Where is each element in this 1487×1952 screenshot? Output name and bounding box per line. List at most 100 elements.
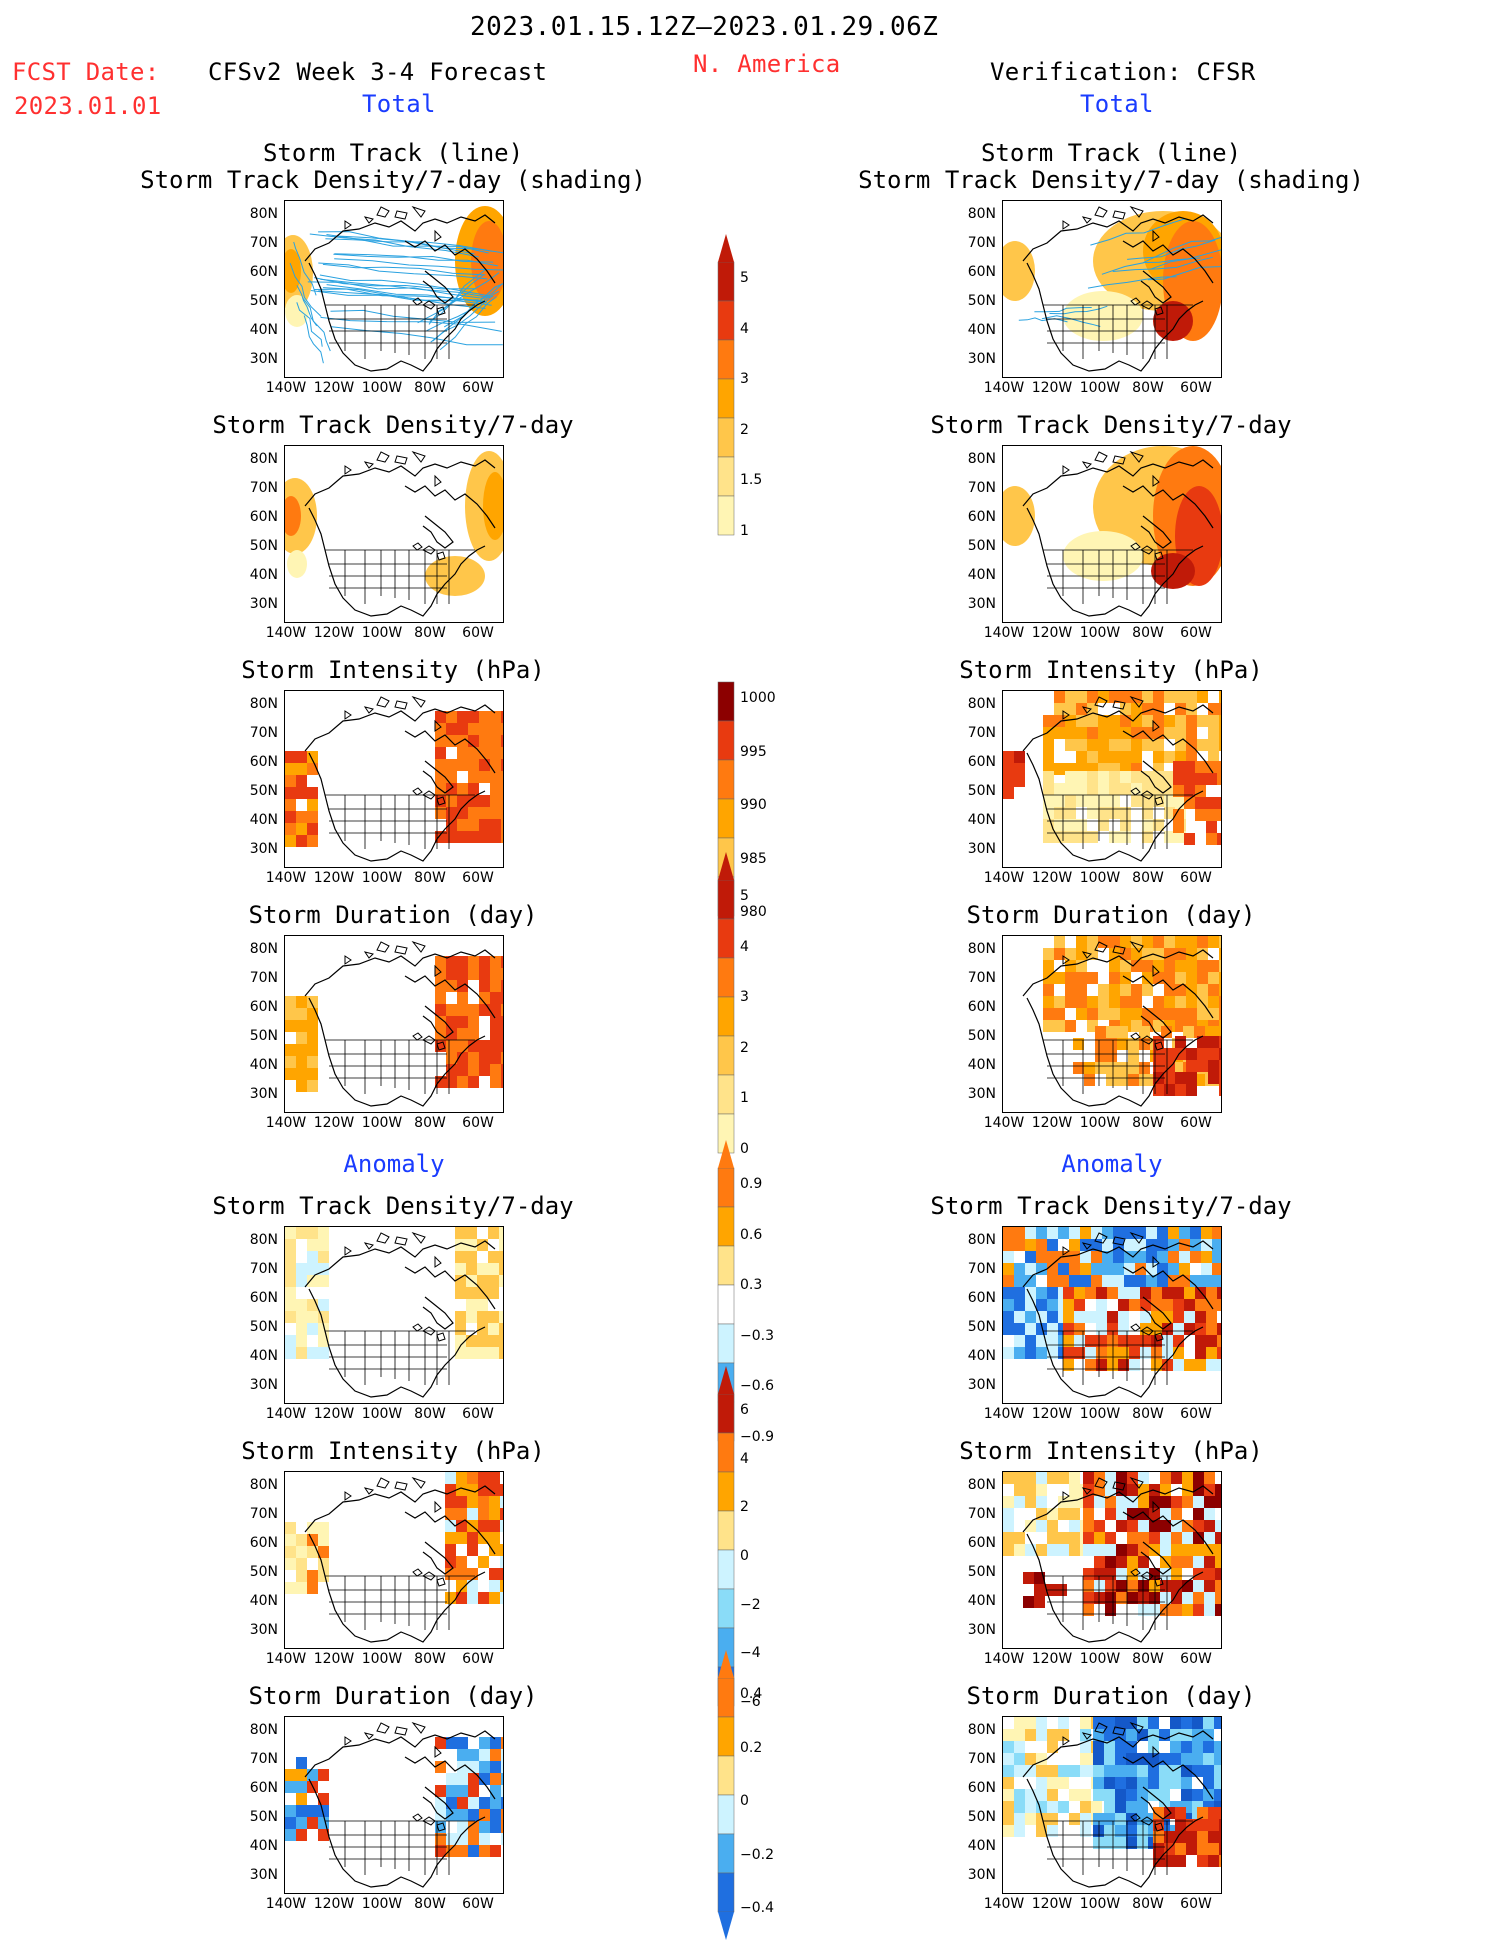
colorbar-tick-label: 4: [740, 321, 749, 337]
grid-cell: [446, 771, 457, 783]
grid-cell: [1095, 1050, 1106, 1062]
grid-cell: [1014, 1496, 1025, 1508]
grid-cell: [1118, 1287, 1129, 1299]
grid-cell: [1208, 1048, 1219, 1060]
grid-cell: [1193, 1520, 1204, 1532]
grid-cell: [1171, 1508, 1182, 1520]
map-outline: [304, 1721, 496, 1888]
grid-cell: [1065, 795, 1076, 807]
grid-cell: [1058, 1263, 1069, 1275]
map-panel-left-5: [284, 1226, 504, 1404]
storm-track-line: [296, 302, 323, 347]
grid-cell: [457, 1809, 468, 1821]
grid-cell: [307, 1020, 318, 1032]
grid-cell: [1208, 727, 1219, 739]
lon-tick-label: 120W: [1031, 1896, 1073, 1912]
lon-tick-label: 100W: [1079, 1896, 1121, 1912]
lon-tick-label: 100W: [361, 1115, 403, 1131]
grid-cell: [1003, 1801, 1014, 1813]
grid-cell: [307, 1239, 318, 1251]
grid-cell: [285, 996, 296, 1008]
lon-tick-label: 60W: [1180, 1896, 1212, 1912]
grid-cell: [1217, 761, 1221, 773]
grid-cell: [1063, 1335, 1074, 1347]
grid-cell: [457, 1845, 468, 1857]
lon-tick-label: 80W: [1132, 1651, 1164, 1667]
grid-cell: [1219, 1855, 1221, 1867]
grid-cell: [285, 1227, 296, 1239]
grid-cell: [445, 1472, 456, 1484]
grid-cell: [1087, 715, 1098, 727]
grid-cell: [1195, 1347, 1206, 1359]
lon-tick-label: 120W: [1031, 380, 1073, 396]
colorbar-3: [717, 852, 735, 1154]
grid-cell: [1047, 1347, 1058, 1359]
storm-track-line: [443, 283, 503, 328]
grid-cell: [479, 759, 490, 771]
lat-tick-label: 70N: [967, 1261, 996, 1277]
grid-cell: [1047, 1472, 1058, 1484]
grid-cell: [499, 1323, 503, 1335]
grid-cell: [1138, 1592, 1149, 1604]
grid-cell: [1102, 1227, 1113, 1239]
grid-cell: [1128, 1074, 1139, 1086]
lat-tick-label: 60N: [249, 1780, 278, 1796]
grid-cell: [1215, 1604, 1221, 1616]
grid-cell: [1087, 763, 1098, 775]
grid-cell: [500, 1508, 503, 1520]
colorbar-segment: [717, 1588, 735, 1629]
lon-tick-label: 120W: [1031, 1651, 1073, 1667]
grid-cell: [1217, 809, 1221, 821]
grid-cell: [479, 831, 490, 843]
grid-cell: [296, 1534, 307, 1546]
grid-cell: [1065, 783, 1076, 795]
grid-cell: [501, 1076, 503, 1088]
grid-cell: [1047, 1825, 1058, 1837]
grid-cell: [1184, 1311, 1195, 1323]
lon-tick-label: 100W: [361, 1406, 403, 1422]
grid-cell: [1126, 1789, 1137, 1801]
grid-cell: [1126, 1753, 1137, 1765]
grid-cell: [285, 1020, 296, 1032]
grid-cell: [479, 1052, 490, 1064]
grid-cell: [1076, 751, 1087, 763]
grid-cell: [1003, 1496, 1014, 1508]
grid-cell: [477, 1287, 488, 1299]
grid-cell: [1131, 703, 1142, 715]
grid-cell: [1065, 960, 1076, 972]
grid-cell: [1025, 1789, 1036, 1801]
grid-cell: [1153, 960, 1164, 972]
grid-cell: [1109, 763, 1120, 775]
grid-cell: [1105, 1592, 1116, 1604]
grid-cell: [1104, 1717, 1115, 1729]
grid-cell: [307, 996, 318, 1008]
grid-cell: [1131, 751, 1142, 763]
grid-cell: [1192, 1765, 1203, 1777]
grid-cell: [1109, 727, 1120, 739]
grid-cell: [1054, 1008, 1065, 1020]
grid-cell: [1126, 1777, 1137, 1789]
grid-cell: [1003, 1227, 1014, 1239]
grid-cell: [1153, 972, 1164, 984]
grid-cell: [1190, 1251, 1201, 1263]
map-panel-right-3: [1002, 690, 1222, 868]
grid-cell: [1065, 739, 1076, 751]
grid-cell: [446, 1004, 457, 1016]
grid-cell: [446, 1809, 457, 1821]
grid-cell: [1054, 783, 1065, 795]
grid-cell: [1138, 1508, 1149, 1520]
grid-cell: [446, 1040, 457, 1052]
map-outline: [1022, 450, 1214, 617]
colorbar-extend-top: [718, 1366, 734, 1394]
grid-cell: [1172, 1062, 1183, 1074]
grid-cell: [1182, 1532, 1193, 1544]
grid-cell: [1181, 1741, 1192, 1753]
grid-cell: [490, 747, 501, 759]
grid-cell: [478, 1520, 489, 1532]
grid-cell: [501, 1016, 503, 1028]
lon-tick-label: 60W: [462, 1406, 494, 1422]
grid-cell: [457, 992, 468, 1004]
colorbar-segment: [717, 1074, 735, 1115]
lon-tick-label: 140W: [983, 1115, 1025, 1131]
grid-cell: [1080, 1227, 1091, 1239]
